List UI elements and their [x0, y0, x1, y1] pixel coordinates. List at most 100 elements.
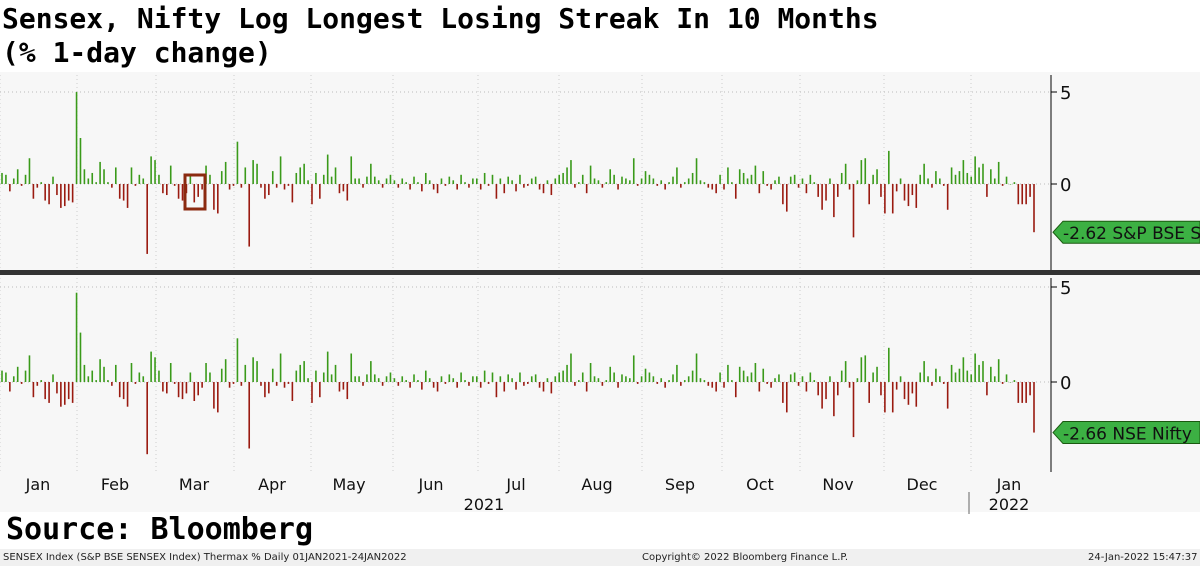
bar [103, 169, 105, 184]
bar [181, 184, 184, 201]
bar [829, 178, 831, 184]
bar [711, 184, 714, 190]
bar [342, 382, 345, 390]
bar [370, 361, 372, 382]
bar [844, 361, 847, 382]
bar [534, 374, 537, 382]
bar [491, 174, 494, 184]
bar [1013, 380, 1016, 382]
bar [440, 376, 443, 382]
bar [1005, 176, 1008, 184]
bar [946, 184, 949, 210]
bar [166, 184, 168, 196]
bar [1017, 184, 1020, 205]
bar [193, 184, 196, 203]
bar [856, 378, 859, 382]
bar [252, 357, 254, 382]
bar [397, 184, 400, 188]
bar [95, 182, 97, 184]
bar [993, 178, 996, 184]
bar [299, 167, 302, 184]
year-label: 2022 [989, 495, 1030, 514]
bar [942, 382, 945, 384]
bar [617, 382, 619, 388]
bar [452, 180, 455, 184]
bar [1013, 182, 1016, 184]
bar [350, 156, 353, 184]
bar [927, 376, 929, 382]
bar [731, 380, 733, 382]
bar [746, 178, 749, 184]
bar [162, 382, 164, 392]
bar [632, 158, 635, 184]
bar [797, 382, 800, 386]
bar [468, 184, 470, 188]
bar [146, 382, 148, 455]
bar [236, 141, 239, 184]
bar [479, 382, 482, 388]
bar [546, 180, 549, 184]
bar [417, 380, 419, 382]
bar [389, 174, 392, 184]
bar [821, 382, 823, 409]
bar [762, 171, 765, 184]
bar [326, 154, 329, 184]
bar [621, 176, 623, 184]
bar [126, 184, 129, 208]
bar [220, 368, 223, 382]
bar [1001, 184, 1004, 186]
bar [895, 382, 898, 390]
bar [87, 178, 90, 184]
bar [562, 172, 564, 184]
bar [566, 364, 568, 382]
bar [224, 161, 227, 184]
bar [931, 184, 933, 188]
bar [990, 366, 992, 382]
bar [1025, 382, 1027, 403]
bar [891, 382, 894, 413]
bar [334, 364, 337, 382]
bar [499, 376, 502, 382]
bar [350, 353, 353, 382]
bar [785, 184, 788, 212]
bar [173, 382, 176, 384]
bar [440, 178, 443, 184]
bar [676, 167, 678, 184]
bar [538, 184, 541, 190]
bar [837, 184, 839, 197]
bar [111, 184, 113, 188]
bar [515, 184, 517, 192]
bar [715, 382, 717, 392]
bar [1021, 382, 1024, 403]
bar [982, 361, 984, 382]
bar [966, 370, 969, 382]
bar [731, 182, 733, 184]
bar [558, 372, 561, 382]
bar [683, 380, 686, 382]
bar [1005, 374, 1008, 382]
bar [303, 163, 305, 184]
bar [487, 184, 490, 186]
bar [1001, 382, 1004, 384]
bar [519, 174, 521, 184]
y-tick-label: 0 [1060, 175, 1071, 196]
bar [774, 378, 776, 382]
bar [495, 184, 498, 199]
bar [511, 378, 513, 382]
bar [632, 355, 635, 382]
bar [154, 357, 156, 382]
bar [672, 176, 674, 184]
bar [668, 380, 670, 382]
bar [789, 176, 792, 184]
bar [475, 178, 478, 184]
bar [821, 184, 823, 210]
bar [295, 370, 298, 382]
bar [114, 364, 117, 382]
bar [523, 382, 525, 386]
x-tick-label: Feb [101, 475, 129, 494]
bar [609, 169, 612, 184]
bar [32, 184, 35, 199]
bar [888, 150, 890, 184]
bar [111, 382, 113, 386]
bar [507, 176, 509, 184]
